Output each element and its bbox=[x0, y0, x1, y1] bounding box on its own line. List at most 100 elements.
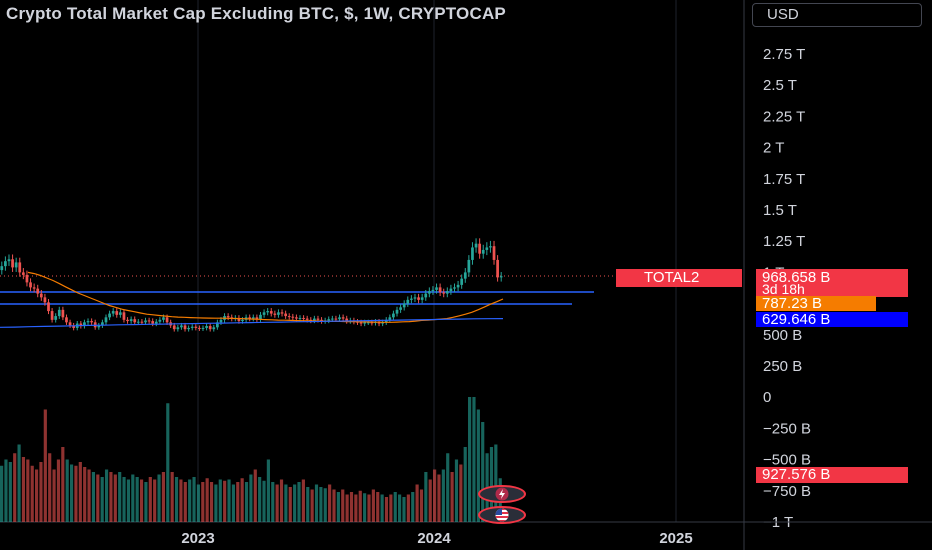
candle-body bbox=[370, 322, 374, 324]
price-axis-label: 2.75 T bbox=[763, 46, 805, 63]
lightning-icon[interactable] bbox=[478, 485, 526, 503]
candle-body bbox=[248, 317, 252, 319]
candle-body bbox=[50, 311, 54, 320]
volume-bar bbox=[354, 494, 358, 522]
candle-body bbox=[111, 311, 115, 314]
volume-bar bbox=[100, 477, 104, 522]
candle-body bbox=[427, 291, 431, 294]
volume-bar bbox=[319, 487, 323, 522]
candle-body bbox=[262, 312, 266, 315]
volume-bar bbox=[153, 479, 157, 522]
volume-bar bbox=[472, 397, 476, 522]
candle-body bbox=[435, 287, 438, 290]
volume-bar bbox=[406, 494, 410, 522]
volume-bar bbox=[122, 477, 126, 522]
candle-body bbox=[338, 317, 341, 320]
candle-body bbox=[144, 320, 147, 323]
volume-bar bbox=[384, 497, 389, 522]
volume-bar bbox=[13, 453, 17, 522]
volume-bar bbox=[419, 489, 424, 522]
volume-bar bbox=[201, 482, 205, 522]
volume-bar bbox=[481, 422, 485, 522]
candle-body bbox=[194, 326, 198, 328]
volume-bar bbox=[288, 487, 292, 522]
candle-body bbox=[413, 297, 417, 299]
volume-bar bbox=[48, 453, 52, 522]
volume-bar bbox=[26, 459, 30, 522]
volume-bar bbox=[389, 494, 393, 522]
candle-body bbox=[474, 243, 478, 248]
volume-bar bbox=[183, 482, 187, 522]
candle-body bbox=[399, 307, 402, 310]
candle-body bbox=[25, 274, 29, 283]
volume-bar bbox=[258, 477, 262, 522]
candle-body bbox=[298, 317, 302, 319]
candle-body bbox=[460, 278, 464, 285]
lightning-glyph bbox=[495, 487, 509, 501]
candle-body bbox=[313, 318, 316, 321]
us-flag-icon[interactable] bbox=[478, 506, 526, 524]
volume-bar bbox=[398, 494, 402, 522]
candle-body bbox=[273, 313, 277, 315]
candle-body bbox=[445, 291, 449, 294]
volume-bar bbox=[135, 477, 139, 522]
candle-body bbox=[11, 259, 14, 268]
candle-body bbox=[384, 319, 388, 323]
volume-bar bbox=[74, 465, 78, 522]
candle-body bbox=[363, 322, 367, 324]
candle-body bbox=[14, 262, 18, 268]
candle-body bbox=[420, 297, 424, 300]
volume-bar bbox=[231, 484, 235, 522]
price-axis-label: −750 B bbox=[763, 483, 811, 500]
candle-body bbox=[39, 293, 43, 298]
candle-body bbox=[101, 322, 104, 326]
candle-body bbox=[269, 311, 273, 314]
candle-body bbox=[190, 326, 194, 328]
candle-body bbox=[172, 325, 176, 330]
volume-bar bbox=[223, 480, 227, 522]
price-axis-label: 250 B bbox=[763, 358, 802, 375]
candle-body bbox=[126, 319, 129, 322]
volume-bar bbox=[306, 487, 310, 522]
volume-bar bbox=[433, 469, 437, 522]
candle-body bbox=[198, 327, 201, 329]
ma-long-value-tag: 629.646 B bbox=[756, 312, 908, 327]
volume-bar bbox=[109, 472, 113, 522]
candle-body bbox=[79, 323, 83, 327]
candle-body bbox=[291, 316, 295, 318]
volume-bar bbox=[284, 484, 288, 522]
volume-bar bbox=[494, 444, 498, 522]
volume-bar bbox=[139, 479, 144, 522]
candle-body bbox=[330, 318, 334, 320]
candle-body bbox=[402, 303, 406, 308]
candle-body bbox=[287, 316, 291, 318]
volume-bar bbox=[214, 484, 218, 522]
volume-bar bbox=[376, 492, 380, 522]
volume-bar bbox=[126, 479, 131, 522]
candle-body bbox=[122, 312, 126, 320]
volume-bar bbox=[61, 447, 65, 522]
symbol-tag: TOTAL2 bbox=[616, 269, 742, 287]
volume-bar bbox=[30, 465, 34, 522]
volume-bar bbox=[244, 482, 249, 522]
volume-bar bbox=[463, 447, 467, 522]
candle-body bbox=[201, 327, 205, 329]
candle-body bbox=[183, 325, 187, 330]
volume-bar bbox=[161, 472, 166, 522]
volume-bar bbox=[4, 459, 8, 522]
volume-bar bbox=[314, 484, 319, 522]
candle-body bbox=[467, 259, 471, 273]
currency-button[interactable]: USD bbox=[752, 3, 922, 27]
candle-body bbox=[327, 319, 331, 321]
candle-body bbox=[104, 317, 108, 323]
candle-body bbox=[176, 327, 180, 330]
volume-bar bbox=[96, 474, 100, 522]
volume-bar bbox=[437, 474, 441, 522]
candle-body bbox=[72, 325, 76, 328]
candle-body bbox=[226, 316, 230, 318]
ma-value-tag: 787.23 B bbox=[756, 296, 876, 311]
candle-body bbox=[54, 316, 58, 320]
volume-bar bbox=[428, 479, 432, 522]
candle-body bbox=[68, 322, 72, 326]
